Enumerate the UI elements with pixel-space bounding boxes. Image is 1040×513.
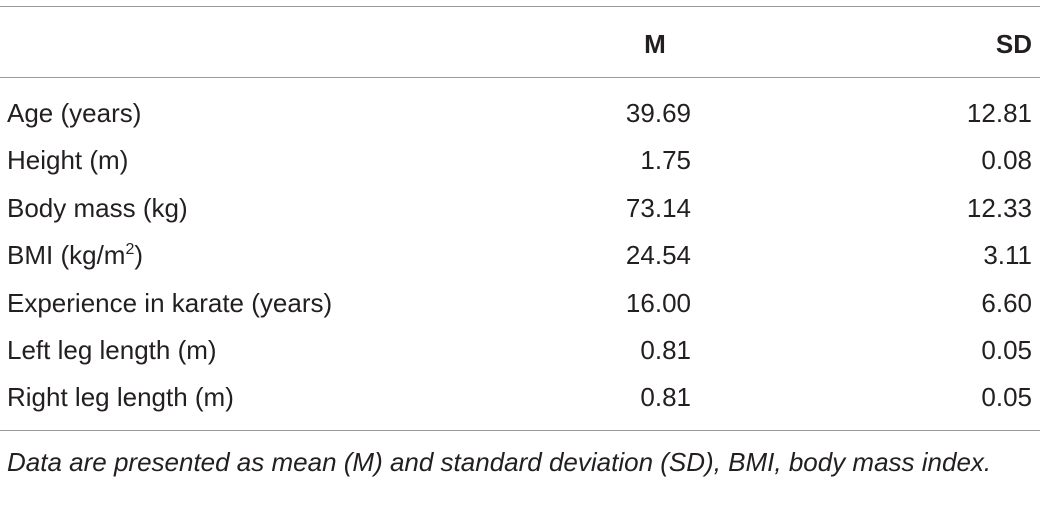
row-label: Height (m) — [7, 145, 128, 175]
row-label: Experience in karate (years) — [7, 288, 332, 318]
bottom-rule — [0, 430, 1040, 431]
label-text: Age (years) — [7, 98, 142, 128]
mean-value: 1.75 — [640, 145, 691, 176]
mean-value: 73.14 — [625, 192, 691, 223]
mean-value: 16.00 — [625, 287, 691, 318]
label-text: Height (m) — [7, 145, 129, 176]
row-label: BMI (kg/m2) — [7, 240, 143, 270]
sd-value: 0.05 — [981, 382, 1032, 413]
label-text: Left leg length (m) — [7, 335, 217, 365]
footnote: Data are presented as mean (M) and stand… — [7, 447, 992, 477]
column-header: M — [644, 29, 666, 59]
superscript: 2 — [125, 241, 135, 259]
mean-value: 24.54 — [625, 240, 691, 271]
label-text: ) — [134, 240, 144, 271]
sd-value: 12.33 — [966, 192, 1032, 223]
mean-value: 0.81 — [640, 335, 691, 365]
label-text: Right leg length (m) — [7, 382, 234, 413]
mean-value: 0.81 — [640, 382, 691, 413]
label-text: Body mass (kg) — [7, 192, 188, 223]
row-label: Body mass (kg) — [7, 193, 188, 223]
label-text: Experience in karate (years) — [7, 287, 333, 318]
sd-value: 6.60 — [981, 287, 1032, 318]
column-header: SD — [995, 29, 1032, 59]
mean-value: 39.69 — [625, 98, 691, 128]
sd-value: 0.08 — [981, 145, 1032, 176]
header-rule — [0, 77, 1040, 78]
row-label: Age (years) — [7, 98, 141, 128]
sd-value: 12.81 — [966, 98, 1032, 128]
row-label: Right leg length (m) — [7, 382, 234, 412]
label-text: BMI (kg/m — [7, 240, 126, 271]
sd-value: 3.11 — [983, 240, 1032, 271]
top-rule — [0, 6, 1040, 7]
sd-value: 0.05 — [981, 335, 1032, 365]
row-label: Left leg length (m) — [7, 335, 217, 365]
